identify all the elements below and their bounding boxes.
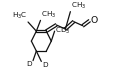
- Text: CD$_3$: CD$_3$: [55, 26, 70, 36]
- Text: O: O: [90, 16, 97, 25]
- Text: D: D: [42, 62, 48, 68]
- Text: CH$_3$: CH$_3$: [71, 1, 86, 11]
- Text: CH$_3$: CH$_3$: [41, 9, 56, 20]
- Text: D: D: [27, 61, 32, 67]
- Text: H$_3$C: H$_3$C: [12, 11, 28, 21]
